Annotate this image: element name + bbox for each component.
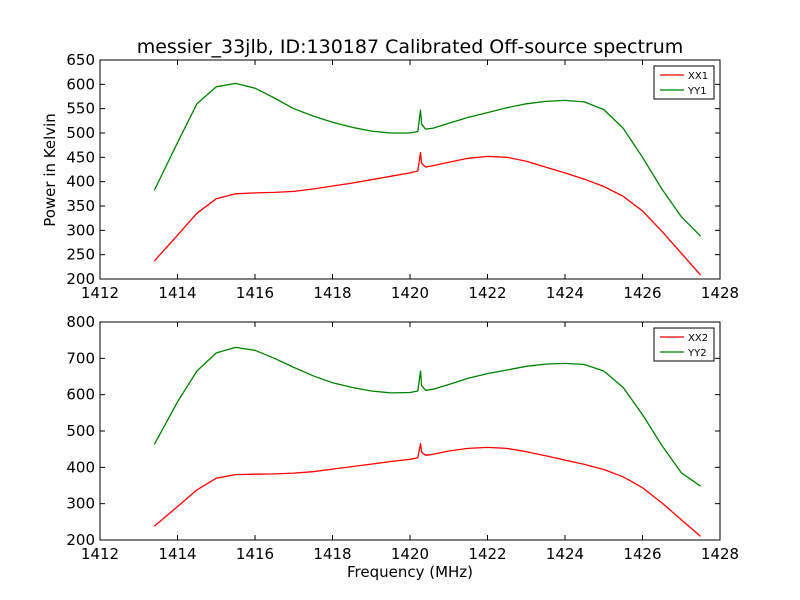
- x-tick-label: 1422: [468, 545, 506, 563]
- x-tick-label: 1424: [546, 284, 584, 302]
- y-tick-label: 250: [66, 246, 95, 264]
- x-tick-label: 1418: [313, 284, 351, 302]
- legend-label-xx2: XX2: [688, 333, 708, 344]
- x-tick-label: 1420: [391, 545, 429, 563]
- y-tick-label: 650: [66, 51, 95, 69]
- y-tick-label: 500: [66, 422, 95, 440]
- x-tick-label: 1416: [236, 284, 274, 302]
- y-tick-label: 300: [66, 495, 95, 513]
- x-tick-label: 1414: [158, 284, 196, 302]
- series-line-xx2: [153, 443, 702, 537]
- x-tick-label: 1428: [701, 284, 739, 302]
- legend-label-yy2: YY2: [687, 348, 707, 359]
- series-line-xx1: [153, 151, 702, 276]
- top-subplot: 1412 1414 1416 1418 1420 1422 1424 1426 1428 200 2…: [66, 51, 739, 302]
- x-tick-label: 1424: [546, 545, 584, 563]
- series-line-yy1: [153, 82, 702, 237]
- legend-label-yy1: YY1: [687, 86, 707, 97]
- x-tick-label: 1420: [391, 284, 429, 302]
- x-axis-label: Frequency (MHz): [347, 563, 473, 581]
- legend-label-xx1: XX1: [688, 71, 708, 82]
- x-tick-label: 1418: [313, 545, 351, 563]
- y-tick-label: 200: [66, 531, 95, 549]
- y-tick-label: 600: [66, 75, 95, 93]
- legend-box: [653, 65, 715, 100]
- x-tick-label: 1428: [701, 545, 739, 563]
- x-tick-label: 1412: [81, 284, 119, 302]
- y-tick-label: 450: [66, 148, 95, 166]
- y-tick-label: 500: [66, 124, 95, 142]
- legend-box: [653, 327, 715, 362]
- x-tick-label: 1412: [81, 545, 119, 563]
- chart-title: messier_33jlb, ID:130187 Calibrated Off-…: [137, 36, 684, 58]
- x-tick-label: 1422: [468, 284, 506, 302]
- x-tick-label: 1426: [623, 284, 661, 302]
- x-tick-label: 1416: [236, 545, 274, 563]
- y-tick-label: 200: [66, 270, 95, 288]
- y-tick-label: 800: [66, 313, 95, 331]
- y-axis-label: Power in Kelvin: [41, 113, 59, 227]
- x-tick-label: 1426: [623, 545, 661, 563]
- y-tick-label: 350: [66, 197, 95, 215]
- y-tick-label: 400: [66, 173, 95, 191]
- x-tick-label: 1414: [158, 545, 196, 563]
- y-tick-label: 550: [66, 100, 95, 118]
- bottom-subplot: 1412 1414 1416 1418 1420 1422 1424 1426 1428 200 3…: [66, 313, 739, 563]
- series-line-yy2: [153, 346, 701, 487]
- y-tick-label: 700: [66, 349, 95, 367]
- y-tick-label: 400: [66, 458, 95, 476]
- y-tick-label: 600: [66, 386, 95, 404]
- y-tick-label: 300: [66, 221, 95, 239]
